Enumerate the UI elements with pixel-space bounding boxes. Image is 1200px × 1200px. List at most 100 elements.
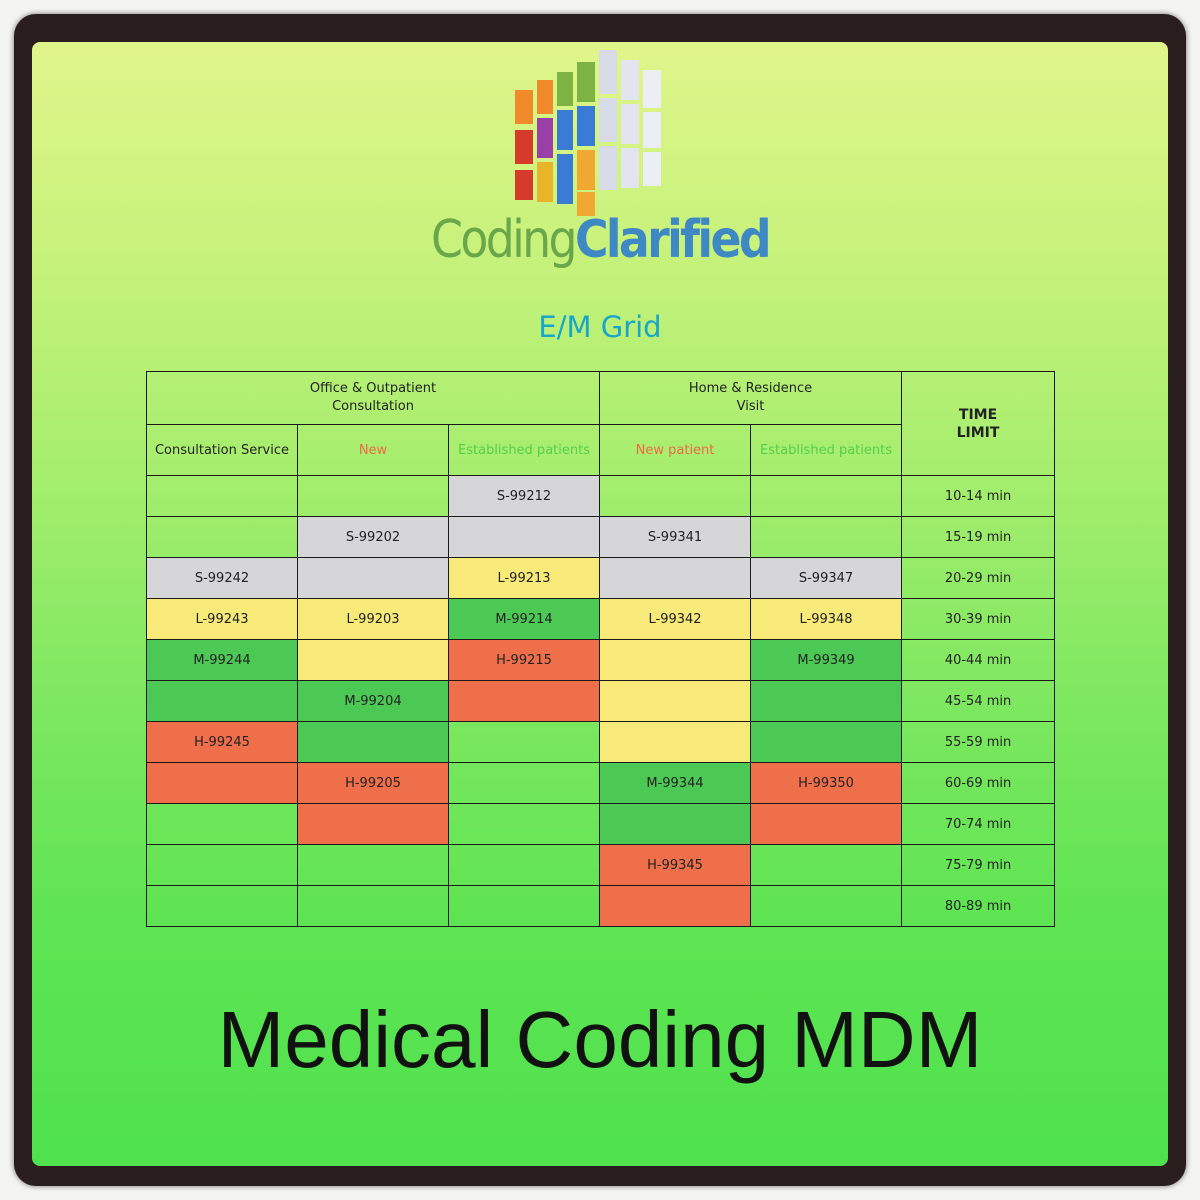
table-row: H-99205 M-99344 H-99350 60-69 min — [146, 762, 1056, 804]
brand-part-coding: Coding — [431, 210, 578, 270]
cell-home-new — [599, 803, 752, 845]
office-header-line1: Office & Outpatient — [309, 381, 437, 396]
cell-office-established — [447, 721, 601, 763]
cell-office-new: L-99203 — [297, 598, 449, 640]
cell-office-established: H-99215 — [447, 639, 601, 681]
table-row: 70-74 min — [146, 803, 1056, 845]
cell-time-limit: 10-14 min — [901, 475, 1056, 517]
cell-office-established — [447, 885, 601, 927]
cell-office-established — [447, 516, 601, 558]
cell-home-new — [599, 721, 752, 763]
time-header-line2: LIMIT — [956, 424, 1000, 441]
cell-home-new: H-99345 — [599, 844, 752, 886]
cell-consultation-service — [146, 475, 298, 517]
logo-cube-front — [515, 50, 661, 216]
cell-home-new — [599, 639, 752, 681]
cell-home-established — [750, 721, 903, 763]
cell-time-limit: 45-54 min — [901, 680, 1056, 722]
group-header-home: Home & Residence Visit — [599, 371, 903, 425]
cell-home-established: M-99349 — [750, 639, 903, 681]
cell-office-new — [297, 557, 449, 599]
col-header-office-established: Established patients — [447, 424, 601, 476]
cell-home-established: S-99347 — [750, 557, 903, 599]
cell-home-new: S-99341 — [599, 516, 752, 558]
cell-time-limit: 15-19 min — [901, 516, 1056, 558]
cell-home-established — [750, 516, 903, 558]
col-header-office-new: New — [297, 424, 449, 476]
coding-clarified-logo-icon — [515, 50, 661, 216]
cell-home-new — [599, 680, 752, 722]
table-row: S-99202 S-99341 15-19 min — [146, 516, 1056, 558]
cell-consultation-service — [146, 680, 298, 722]
cell-office-new: M-99204 — [297, 680, 449, 722]
group-header-row: Office & Outpatient Consultation Home & … — [145, 371, 1056, 476]
column-header-row: Consultation Service New Established pat… — [146, 424, 1055, 476]
cell-time-limit: 55-59 min — [901, 721, 1056, 763]
cell-office-new — [297, 639, 449, 681]
cell-office-new — [297, 475, 449, 517]
cell-time-limit: 40-44 min — [901, 639, 1056, 681]
cell-office-established — [447, 762, 601, 804]
col-header-home-new-patient: New patient — [599, 424, 752, 476]
cell-office-new — [297, 885, 449, 927]
cell-office-established: S-99212 — [447, 475, 601, 517]
table-row: H-99245 55-59 min — [146, 721, 1056, 763]
poster-card: CodingClarified E/M Grid Office & Outpat… — [32, 42, 1168, 1166]
col-header-consultation-service: Consultation Service — [146, 424, 298, 476]
cell-home-established — [750, 844, 903, 886]
grid-subtitle: E/M Grid — [538, 310, 662, 344]
em-grid-table: Office & Outpatient Consultation Home & … — [145, 371, 1056, 927]
cell-home-new — [599, 475, 752, 517]
cell-home-established: L-99348 — [750, 598, 903, 640]
cell-office-established — [447, 803, 601, 845]
cell-office-new: S-99202 — [297, 516, 449, 558]
cell-office-new: H-99205 — [297, 762, 449, 804]
cell-time-limit: 70-74 min — [901, 803, 1056, 845]
cell-home-established — [750, 803, 903, 845]
home-header-line1: Home & Residence — [688, 381, 813, 396]
cell-consultation-service: M-99244 — [146, 639, 298, 681]
table-row: S-99242 L-99213 S-99347 20-29 min — [146, 557, 1056, 599]
cell-consultation-service: H-99245 — [146, 721, 298, 763]
cell-consultation-service — [146, 885, 298, 927]
table-row: L-99243 L-99203 M-99214 L-99342 L-99348 30-39… — [146, 598, 1056, 640]
cell-office-new — [297, 803, 449, 845]
table-row: 80-89 min — [146, 885, 1056, 927]
cell-home-established — [750, 475, 903, 517]
cell-office-established — [447, 680, 601, 722]
cell-time-limit: 30-39 min — [901, 598, 1056, 640]
cell-office-established: M-99214 — [447, 598, 601, 640]
cell-office-established — [447, 844, 601, 886]
table-row: M-99244 H-99215 M-99349 40-44 min — [146, 639, 1056, 681]
cell-consultation-service — [146, 762, 298, 804]
table-row: S-99212 10-14 min — [146, 475, 1056, 517]
cell-time-limit: 20-29 min — [901, 557, 1056, 599]
brand-part-clarified: Clarified — [574, 210, 772, 270]
cell-home-established: H-99350 — [750, 762, 903, 804]
cell-consultation-service: L-99243 — [146, 598, 298, 640]
cell-home-established — [750, 885, 903, 927]
cell-home-new: L-99342 — [599, 598, 752, 640]
cell-office-new — [297, 844, 449, 886]
brand-wordmark: CodingClarified — [100, 210, 1100, 270]
group-header-office: Office & Outpatient Consultation — [145, 371, 601, 425]
cell-time-limit: 75-79 min — [901, 844, 1056, 886]
cell-time-limit: 80-89 min — [901, 885, 1056, 927]
cell-consultation-service: S-99242 — [146, 557, 298, 599]
cell-consultation-service — [146, 803, 298, 845]
col-header-home-established: Established patients — [750, 424, 903, 476]
home-header-line2: Visit — [736, 399, 765, 414]
table-row: M-99204 45-54 min — [146, 680, 1056, 722]
time-header-line1: TIME — [958, 406, 998, 423]
cell-home-new — [599, 557, 752, 599]
cell-home-new — [599, 885, 752, 927]
office-header-line2: Consultation — [332, 399, 414, 414]
cell-time-limit: 60-69 min — [901, 762, 1056, 804]
table-row: H-99345 75-79 min — [146, 844, 1056, 886]
footer-title: Medical Coding MDM — [217, 995, 983, 1084]
cell-office-new — [297, 721, 449, 763]
cell-home-established — [750, 680, 903, 722]
cell-consultation-service — [146, 516, 298, 558]
cell-home-new: M-99344 — [599, 762, 752, 804]
cell-office-established: L-99213 — [447, 557, 601, 599]
